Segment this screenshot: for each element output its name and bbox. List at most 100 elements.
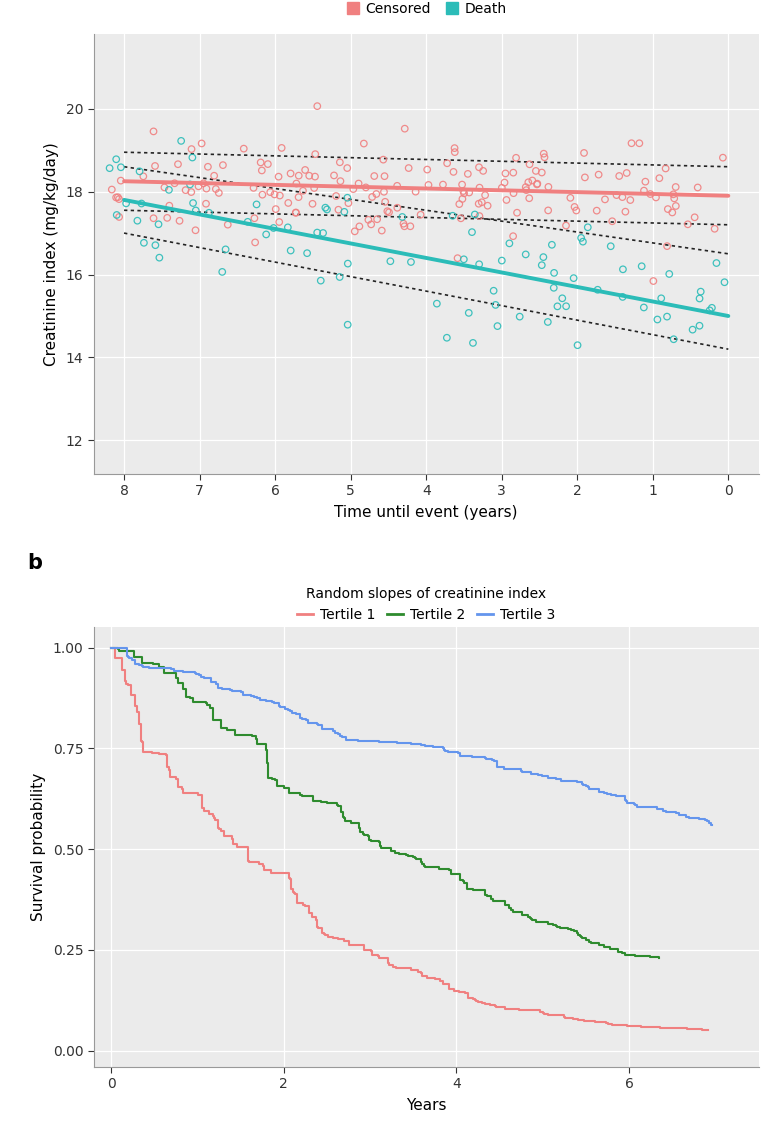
- Point: [436, 176, 449, 194]
- Point: [421, 160, 433, 178]
- Point: [499, 165, 511, 183]
- Point: [371, 210, 383, 228]
- Point: [112, 188, 124, 207]
- Point: [270, 200, 282, 218]
- Point: [332, 201, 345, 219]
- Point: [403, 159, 415, 177]
- Point: [199, 194, 212, 212]
- Point: [378, 167, 391, 185]
- Point: [551, 297, 564, 316]
- Point: [242, 212, 254, 230]
- Point: [662, 200, 674, 218]
- Point: [311, 98, 324, 116]
- Point: [508, 184, 520, 202]
- Point: [275, 138, 288, 157]
- Point: [473, 255, 486, 274]
- Point: [285, 165, 297, 183]
- Point: [570, 201, 583, 219]
- Point: [153, 249, 166, 267]
- Point: [192, 177, 205, 195]
- Point: [114, 171, 127, 190]
- Point: [238, 140, 250, 158]
- Point: [694, 283, 707, 301]
- Point: [147, 123, 160, 141]
- Point: [669, 196, 682, 215]
- Point: [328, 167, 340, 185]
- Point: [496, 252, 508, 270]
- Point: [511, 203, 523, 221]
- Point: [523, 155, 536, 174]
- Point: [273, 213, 285, 232]
- Point: [482, 196, 494, 215]
- Point: [360, 178, 372, 196]
- Point: [247, 179, 260, 197]
- Point: [522, 174, 535, 192]
- Point: [633, 134, 646, 152]
- Point: [196, 134, 208, 152]
- Point: [451, 249, 464, 267]
- Point: [548, 263, 561, 281]
- Point: [267, 219, 280, 237]
- Point: [431, 295, 443, 313]
- Point: [260, 226, 272, 244]
- Point: [620, 163, 633, 182]
- Point: [391, 177, 404, 195]
- Point: [653, 169, 665, 187]
- Point: [477, 162, 490, 180]
- Point: [341, 159, 353, 177]
- Point: [473, 207, 486, 225]
- Point: [131, 211, 144, 229]
- Point: [161, 209, 174, 227]
- Point: [375, 221, 388, 239]
- Point: [289, 203, 302, 221]
- Point: [282, 218, 294, 236]
- Point: [691, 178, 704, 196]
- Point: [186, 149, 199, 167]
- Point: [462, 304, 475, 322]
- Point: [249, 234, 261, 252]
- Point: [463, 184, 475, 202]
- Point: [137, 167, 149, 185]
- Point: [498, 174, 511, 192]
- Point: [349, 222, 361, 241]
- Point: [292, 188, 305, 207]
- Point: [542, 178, 554, 196]
- Point: [341, 188, 353, 207]
- Point: [311, 224, 324, 242]
- Point: [110, 205, 123, 224]
- Point: [370, 185, 382, 203]
- Point: [520, 180, 533, 199]
- Point: [285, 242, 297, 260]
- Point: [449, 143, 461, 161]
- Point: [109, 188, 122, 207]
- Point: [537, 144, 550, 162]
- Point: [560, 217, 572, 235]
- Point: [221, 216, 234, 234]
- Point: [168, 174, 181, 192]
- Point: [262, 155, 274, 174]
- Point: [319, 199, 332, 217]
- Point: [523, 190, 536, 208]
- Point: [172, 155, 185, 174]
- Point: [542, 201, 554, 219]
- Point: [647, 272, 660, 291]
- Point: [362, 211, 375, 229]
- Point: [381, 202, 393, 220]
- Point: [637, 299, 650, 317]
- Point: [468, 205, 481, 224]
- Point: [307, 195, 319, 213]
- Point: [593, 166, 605, 184]
- Point: [491, 317, 504, 335]
- Legend: Censored, Death: Censored, Death: [340, 0, 512, 22]
- Point: [200, 179, 213, 197]
- Point: [617, 260, 630, 278]
- Point: [575, 229, 587, 247]
- Point: [342, 254, 354, 272]
- Point: [113, 208, 125, 226]
- Point: [536, 257, 548, 275]
- Point: [289, 204, 302, 222]
- Point: [296, 182, 309, 200]
- Point: [282, 194, 295, 212]
- Point: [457, 184, 470, 202]
- Point: [447, 207, 459, 225]
